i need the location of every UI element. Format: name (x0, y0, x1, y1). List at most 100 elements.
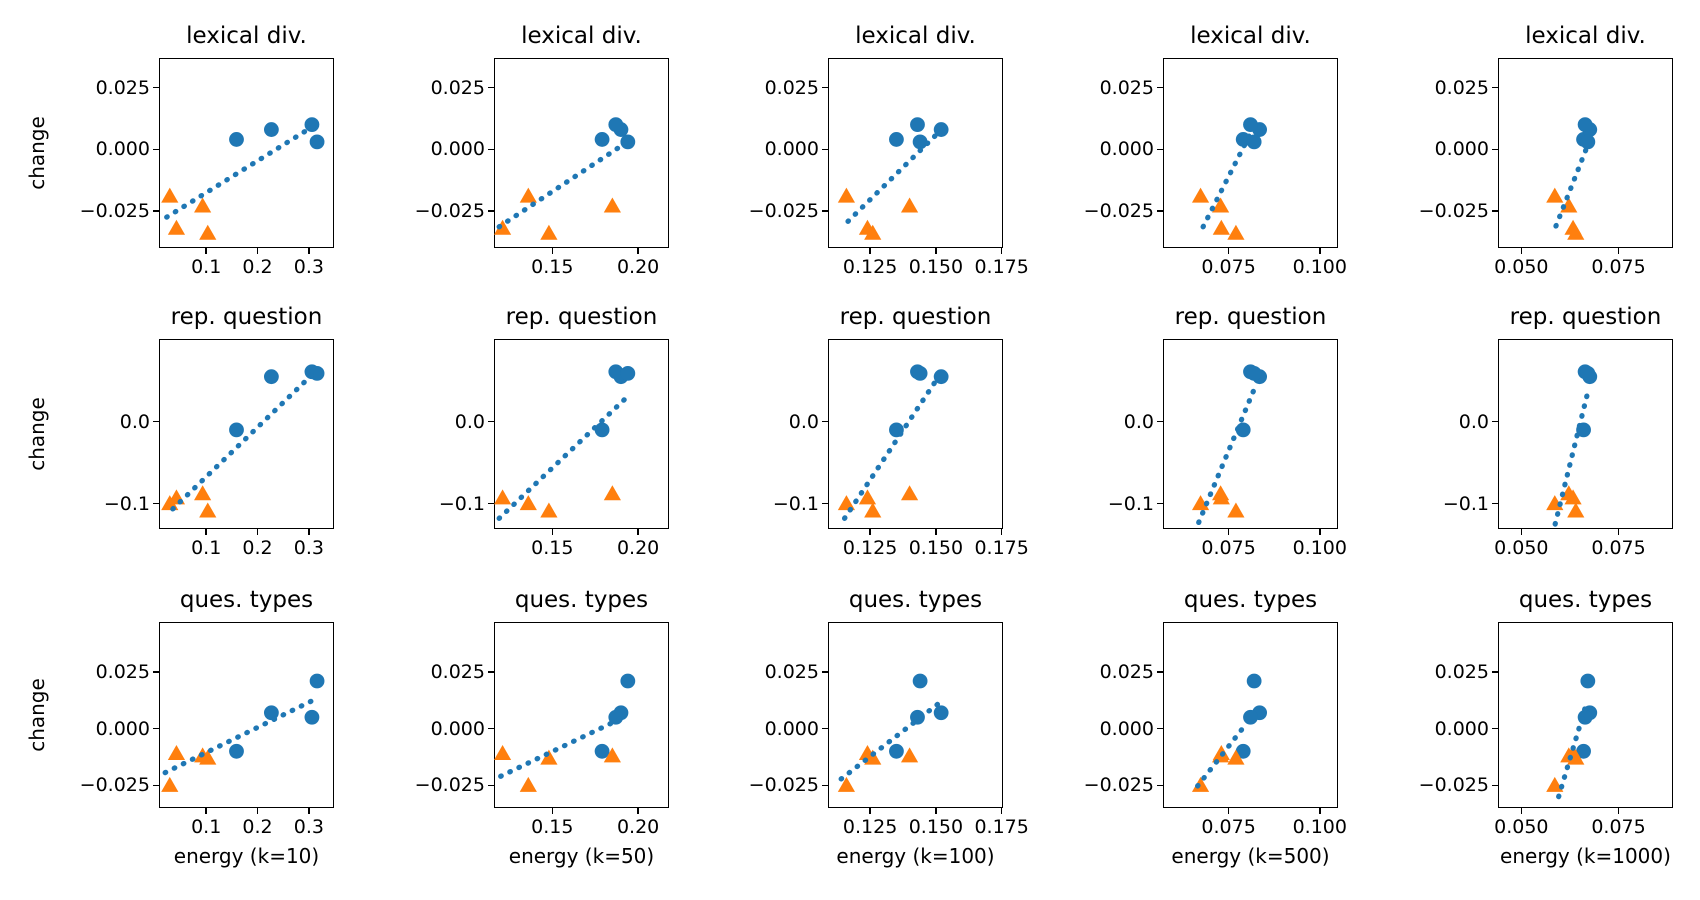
plot-area (1498, 622, 1673, 808)
axes-frame (1163, 622, 1338, 808)
x-tick (256, 248, 259, 254)
x-tick (308, 529, 310, 535)
data-point-circle (1580, 134, 1596, 150)
y-tick-label: −0.1 (1442, 492, 1489, 515)
y-tick-label: −0.025 (79, 774, 150, 797)
subplot-title: lexical div. (521, 23, 642, 49)
x-tick-label: 0.3 (293, 816, 324, 838)
data-point-triangle (1212, 197, 1230, 213)
data-point-triangle (494, 745, 512, 761)
x-axis-label: energy (k=50) (508, 844, 655, 868)
trend-line (1195, 726, 1246, 789)
x-tick (1617, 529, 1620, 535)
y-tick (153, 148, 159, 151)
data-point-triangle (1567, 224, 1585, 240)
y-tick (1492, 502, 1498, 505)
y-tick-label: 0.0 (1123, 410, 1154, 433)
data-point-triangle (1191, 187, 1210, 203)
trend-line (498, 714, 627, 779)
trend-line (496, 392, 632, 521)
x-tick-label: 0.2 (242, 816, 273, 838)
x-tick-label: 0.075 (1201, 256, 1256, 278)
x-tick-label: 0.1 (191, 256, 222, 278)
x-tick-label: 0.1 (191, 537, 222, 559)
x-tick-label: 0.150 (908, 816, 964, 838)
subplot-title: lexical div. (855, 23, 976, 49)
data-point-triangle (1567, 502, 1585, 518)
x-tick-label: 0.20 (616, 256, 660, 278)
data-point-circle (263, 705, 279, 721)
y-tick (488, 502, 494, 505)
axes-frame (159, 622, 334, 808)
trend-line (162, 694, 322, 776)
data-point-circle (608, 364, 624, 380)
data-point-triangle (603, 197, 621, 213)
x-tick-label: 0.3 (293, 537, 324, 559)
trend-line (1552, 386, 1592, 527)
x-tick-label: 0.175 (974, 256, 1029, 278)
x-tick-label: 0.050 (1494, 256, 1549, 278)
trend-line (170, 368, 319, 512)
data-point-triangle (519, 495, 537, 511)
data-point-triangle (1560, 485, 1578, 501)
axes-frame (1498, 58, 1673, 248)
data-point-circle (229, 743, 244, 759)
y-tick (1157, 502, 1163, 505)
x-tick (551, 248, 554, 254)
data-point-triangle (199, 749, 217, 765)
data-point-triangle (603, 485, 621, 501)
subplot-title: rep. question (170, 304, 323, 330)
data-point-circle (263, 122, 279, 137)
x-tick (1319, 248, 1321, 254)
data-point-circle (263, 369, 279, 385)
y-tick (1157, 210, 1163, 212)
axes-frame (159, 339, 334, 529)
x-tick (869, 529, 871, 535)
plot-area (1163, 339, 1338, 529)
y-tick-label: −0.025 (1083, 774, 1154, 797)
plot-area (494, 622, 669, 808)
y-tick (1492, 727, 1498, 730)
y-tick (1492, 148, 1498, 151)
trend-line (845, 129, 942, 224)
y-tick-label: 0.025 (764, 76, 819, 99)
x-tick-label: 0.075 (1591, 537, 1646, 559)
x-tick-label: 0.125 (842, 537, 898, 559)
y-tick-label: 0.025 (1099, 76, 1154, 99)
x-tick (1319, 529, 1321, 535)
x-tick-label: 0.15 (531, 537, 574, 559)
y-axis-label: change (25, 397, 49, 471)
axes-frame (159, 58, 334, 248)
x-tick (308, 248, 310, 254)
data-point-triangle (199, 502, 217, 518)
subplot-rep-k50 (494, 339, 669, 529)
data-point-triangle (837, 776, 856, 792)
x-tick-label: 0.075 (1591, 816, 1646, 838)
data-point-circle (912, 134, 928, 150)
y-tick (1157, 420, 1163, 423)
subplot-rep-k100 (828, 339, 1003, 529)
x-tick-label: 0.150 (908, 256, 964, 278)
plot-area (1163, 58, 1338, 248)
y-tick-label: 0.000 (1099, 138, 1154, 161)
x-tick-label: 0.2 (242, 537, 273, 559)
y-tick-label: −0.025 (1418, 774, 1489, 797)
y-tick (153, 671, 159, 673)
y-tick (488, 671, 494, 673)
y-tick-label: 0.0 (454, 410, 485, 433)
x-tick (1227, 808, 1230, 814)
data-point-circle (608, 117, 624, 133)
data-point-triangle (540, 502, 558, 518)
subplot-ques-k50 (494, 622, 669, 808)
data-point-circle (1577, 117, 1593, 133)
subplot-title: ques. types (514, 587, 649, 613)
y-tick-label: −0.025 (79, 199, 150, 222)
data-point-triangle (1227, 502, 1245, 518)
data-point-triangle (837, 495, 856, 511)
subplot-rep-k1000 (1498, 339, 1673, 529)
y-tick-label: 0.000 (95, 138, 150, 161)
data-point-triangle (1191, 495, 1210, 511)
y-tick-label: −0.1 (103, 492, 150, 515)
axes-frame (1163, 339, 1338, 529)
trend-line (1553, 144, 1590, 229)
